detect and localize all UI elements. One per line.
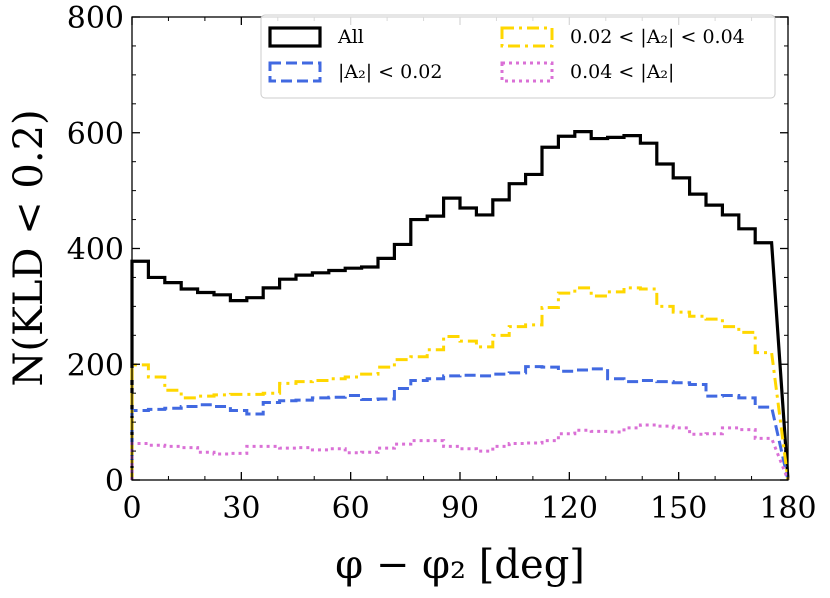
histogram-bin <box>542 441 558 480</box>
histogram-bin <box>378 448 394 480</box>
y-tick-label: 800 <box>67 1 124 36</box>
histogram-bin <box>608 432 624 480</box>
x-tick-label: 30 <box>222 491 260 526</box>
series-step-line <box>130 365 790 481</box>
legend-label: 0.02 < |A₂| < 0.04 <box>570 26 745 48</box>
series-dashed <box>130 365 790 481</box>
x-tick-label: 180 <box>759 491 816 526</box>
histogram-bin <box>280 448 296 480</box>
histogram-bin <box>640 425 656 480</box>
x-tick-label: 60 <box>332 491 370 526</box>
histogram-bin <box>673 428 689 480</box>
y-tick-label: 200 <box>67 348 124 383</box>
histogram-bin <box>198 452 214 480</box>
x-tick-label: 90 <box>441 491 479 526</box>
histogram-bin <box>526 443 542 480</box>
legend-item: All <box>268 26 364 48</box>
histogram-bin <box>575 430 591 480</box>
histogram-bin <box>739 430 755 480</box>
histogram-bin <box>476 451 492 480</box>
legend-items: All |A₂| < 0.02 0.02 < |A₂| < 0.04 0.04 < |… <box>268 26 745 83</box>
legend-swatch <box>500 26 554 48</box>
histogram-bin <box>148 445 164 480</box>
histogram-bin <box>394 444 410 480</box>
histogram-bin <box>362 452 378 480</box>
legend-box <box>260 14 776 99</box>
histogram-bin <box>624 428 640 480</box>
histogram-bin <box>247 446 263 480</box>
series-dotted <box>130 423 790 481</box>
histogram-bin <box>165 446 181 480</box>
legend-label: All <box>337 26 364 48</box>
histogram-bin <box>214 454 230 480</box>
series-dashdot <box>130 286 790 481</box>
legend-label: 0.04 < |A₂| <box>570 61 674 83</box>
histogram-bin <box>411 441 427 480</box>
y-tick-label: 600 <box>67 117 124 152</box>
x-tick-label: 150 <box>650 491 707 526</box>
histogram-bin <box>722 428 738 480</box>
histogram-bin <box>312 450 328 480</box>
series-step-line <box>130 423 790 481</box>
histogram-bin <box>296 448 312 480</box>
legend-label: |A₂| < 0.02 <box>338 61 442 83</box>
histogram-bin <box>690 434 706 480</box>
histogram-bin <box>345 453 361 480</box>
histogram-bin <box>427 441 443 480</box>
legend-swatch <box>268 26 322 48</box>
legend: All |A₂| < 0.02 0.02 < |A₂| < 0.04 0.04 < |… <box>260 14 776 99</box>
legend-item: 0.02 < |A₂| < 0.04 <box>500 26 745 48</box>
histogram-bin <box>591 431 607 480</box>
histogram-bin <box>657 426 673 480</box>
histogram-bin <box>263 446 279 480</box>
histogram-bin <box>755 438 771 480</box>
histogram-bin <box>181 448 197 480</box>
legend-item: 0.04 < |A₂| <box>500 61 674 83</box>
y-tick-label: 0 <box>105 464 124 499</box>
y-tick-label: 400 <box>67 233 124 268</box>
histogram-bin <box>444 446 460 480</box>
x-axis-label: φ − φ₂ [deg] <box>335 542 585 588</box>
ticks-layer: 0 30 60 90 120 150 180 0 200 400 600 800 <box>67 1 817 526</box>
series-step-line <box>130 286 790 481</box>
histogram-bin <box>509 444 525 480</box>
series-solid <box>130 129 790 481</box>
x-tick-label: 0 <box>122 491 141 526</box>
histogram-bin <box>230 453 246 480</box>
series-step-line <box>130 129 790 481</box>
x-tick-label: 120 <box>541 491 598 526</box>
series-layer <box>130 129 790 481</box>
histogram-bin <box>558 434 574 480</box>
histogram-bin <box>706 434 722 480</box>
legend-swatch <box>500 61 554 83</box>
y-axis-label: N(KLD < 0.2) <box>6 109 52 386</box>
histogram-bin <box>329 449 345 480</box>
histogram-bin <box>460 449 476 480</box>
histogram-bin <box>493 446 509 480</box>
legend-item: |A₂| < 0.02 <box>268 61 442 83</box>
histogram-bin <box>132 444 148 480</box>
legend-swatch <box>268 61 322 83</box>
